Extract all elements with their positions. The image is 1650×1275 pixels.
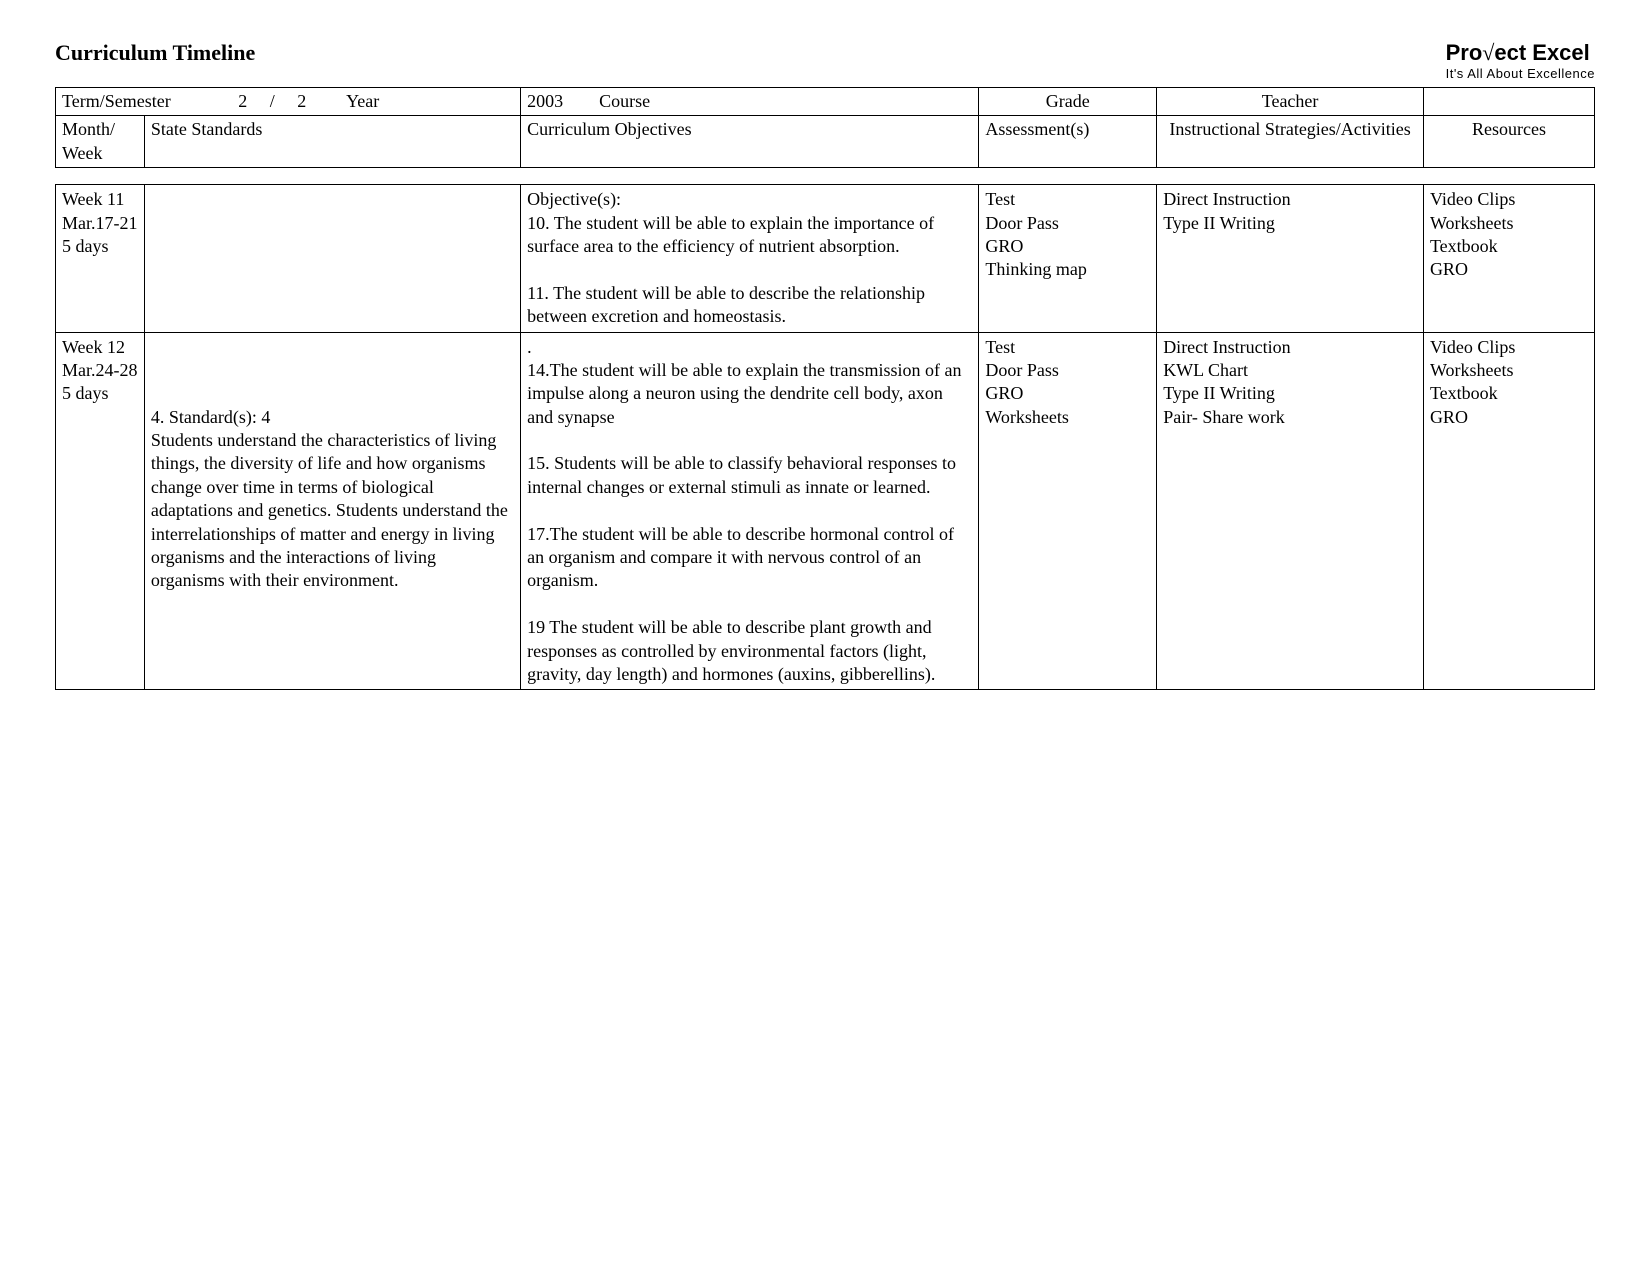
col-resources-header: Resources bbox=[1423, 116, 1594, 168]
body-table: Week 11 Mar.17-21 5 days Objective(s): 10… bbox=[55, 184, 1595, 690]
year-value: 2003 bbox=[527, 91, 563, 111]
cell-week: Week 11 Mar.17-21 5 days bbox=[56, 185, 145, 332]
course-label: Course bbox=[599, 91, 650, 111]
page-header: Curriculum Timeline Pro√ect Excel It's A… bbox=[55, 40, 1595, 81]
col-week-label: Month/ Week bbox=[62, 119, 115, 162]
table-spacer bbox=[55, 168, 1595, 184]
cell-assessment: Test Door Pass GRO Worksheets bbox=[979, 332, 1157, 690]
cell-standards: 4. Standard(s): 4 Students understand th… bbox=[144, 332, 520, 690]
meta-grade-cell: Grade bbox=[979, 88, 1157, 116]
cell-week: Week 12 Mar.24-28 5 days bbox=[56, 332, 145, 690]
col-week-header: Month/ Week bbox=[56, 116, 145, 168]
meta-year-course-cell: 2003 Course bbox=[521, 88, 979, 116]
page-title: Curriculum Timeline bbox=[55, 40, 255, 66]
brand-post: ect Excel bbox=[1494, 40, 1589, 65]
table-row: Week 11 Mar.17-21 5 days Objective(s): 10… bbox=[56, 185, 1595, 332]
meta-term-cell: Term/Semester 2 / 2 Year bbox=[56, 88, 521, 116]
meta-teacher-cell: Teacher bbox=[1157, 88, 1424, 116]
term-value: 2 / 2 bbox=[238, 91, 306, 111]
col-assessment-header: Assessment(s) bbox=[979, 116, 1157, 168]
meta-table: Term/Semester 2 / 2 Year 2003 Course Gra… bbox=[55, 87, 1595, 168]
table-row: Week 12 Mar.24-28 5 days 4. Standard(s):… bbox=[56, 332, 1595, 690]
cell-resources: Video Clips Worksheets Textbook GRO bbox=[1423, 185, 1594, 332]
year-label: Year bbox=[346, 91, 379, 111]
meta-empty-cell bbox=[1423, 88, 1594, 116]
brand-tagline: It's All About Excellence bbox=[1446, 66, 1595, 81]
col-objectives-header: Curriculum Objectives bbox=[521, 116, 979, 168]
cell-assessment: Test Door Pass GRO Thinking map bbox=[979, 185, 1157, 332]
column-header-row: Month/ Week State Standards Curriculum O… bbox=[56, 116, 1595, 168]
cell-objectives: . 14.The student will be able to explain… bbox=[521, 332, 979, 690]
cell-standards bbox=[144, 185, 520, 332]
brand-pre: Pro bbox=[1446, 40, 1483, 65]
meta-row: Term/Semester 2 / 2 Year 2003 Course Gra… bbox=[56, 88, 1595, 116]
cell-objectives: Objective(s): 10. The student will be ab… bbox=[521, 185, 979, 332]
cell-resources: Video Clips Worksheets Textbook GRO bbox=[1423, 332, 1594, 690]
term-label: Term/Semester bbox=[62, 91, 171, 111]
col-standards-header: State Standards bbox=[144, 116, 520, 168]
cell-strategies: Direct Instruction Type II Writing bbox=[1157, 185, 1424, 332]
cell-strategies: Direct Instruction KWL Chart Type II Wri… bbox=[1157, 332, 1424, 690]
brand-block: Pro√ect Excel It's All About Excellence bbox=[1446, 40, 1595, 81]
col-strategies-header: Instructional Strategies/Activities bbox=[1157, 116, 1424, 168]
brand-main: Pro√ect Excel bbox=[1446, 40, 1595, 66]
brand-radical-icon: √ bbox=[1482, 40, 1494, 65]
